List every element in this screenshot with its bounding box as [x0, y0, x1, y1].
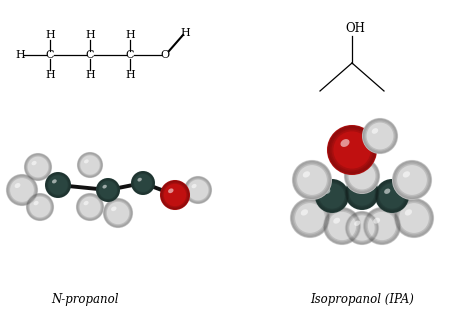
Ellipse shape	[52, 179, 57, 183]
Circle shape	[327, 125, 377, 175]
Circle shape	[375, 179, 409, 213]
Ellipse shape	[83, 201, 89, 205]
Circle shape	[77, 152, 103, 178]
Ellipse shape	[372, 128, 378, 134]
Ellipse shape	[34, 201, 38, 205]
Text: C: C	[46, 50, 54, 60]
Text: H: H	[15, 50, 25, 60]
Text: C: C	[126, 50, 134, 60]
Ellipse shape	[333, 218, 340, 224]
Text: H: H	[45, 70, 55, 80]
Ellipse shape	[111, 207, 117, 211]
Text: H: H	[125, 70, 135, 80]
Circle shape	[344, 158, 380, 194]
Circle shape	[345, 211, 379, 245]
Ellipse shape	[354, 168, 360, 174]
Circle shape	[184, 176, 212, 204]
Circle shape	[131, 171, 155, 195]
Circle shape	[292, 160, 332, 200]
Circle shape	[392, 160, 432, 200]
Circle shape	[45, 172, 71, 198]
Circle shape	[26, 193, 54, 221]
Ellipse shape	[84, 159, 89, 163]
Circle shape	[96, 178, 120, 202]
Circle shape	[76, 193, 104, 221]
Circle shape	[290, 198, 330, 238]
Ellipse shape	[32, 161, 36, 165]
Text: OH: OH	[345, 22, 365, 35]
Ellipse shape	[324, 188, 330, 194]
Ellipse shape	[403, 171, 410, 178]
Text: N-propanol: N-propanol	[51, 294, 119, 306]
Ellipse shape	[340, 139, 349, 147]
Circle shape	[363, 207, 401, 245]
Circle shape	[345, 176, 379, 210]
Circle shape	[323, 207, 361, 245]
Circle shape	[103, 198, 133, 228]
Ellipse shape	[191, 184, 197, 188]
Text: H: H	[125, 30, 135, 40]
Text: H: H	[180, 28, 190, 38]
Circle shape	[394, 198, 434, 238]
Text: O: O	[160, 50, 170, 60]
Ellipse shape	[168, 188, 173, 193]
Text: H: H	[85, 30, 95, 40]
Ellipse shape	[301, 209, 308, 216]
Circle shape	[6, 174, 38, 206]
Text: H: H	[85, 70, 95, 80]
Circle shape	[315, 179, 349, 213]
Ellipse shape	[137, 178, 142, 182]
Ellipse shape	[384, 188, 390, 194]
Text: H: H	[45, 30, 55, 40]
Ellipse shape	[373, 218, 380, 224]
Text: Isopropanol (IPA): Isopropanol (IPA)	[310, 294, 414, 306]
Ellipse shape	[354, 186, 360, 191]
Ellipse shape	[15, 183, 20, 188]
Ellipse shape	[354, 221, 360, 226]
Circle shape	[362, 118, 398, 154]
Text: C: C	[86, 50, 94, 60]
Circle shape	[24, 153, 52, 181]
Ellipse shape	[405, 209, 412, 216]
Ellipse shape	[303, 171, 310, 178]
Ellipse shape	[102, 185, 107, 188]
Circle shape	[160, 180, 190, 210]
